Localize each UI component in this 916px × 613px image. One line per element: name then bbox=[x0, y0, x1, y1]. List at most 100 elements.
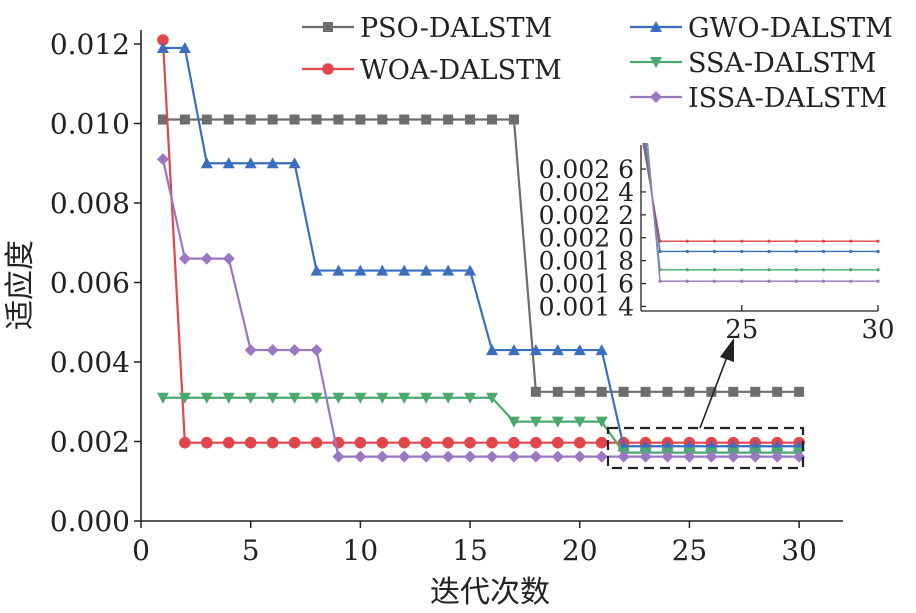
data-point-pso-dalstm bbox=[750, 386, 761, 397]
data-point-issa-dalstm bbox=[617, 450, 630, 463]
inset-data-point bbox=[685, 249, 689, 254]
data-point-gwo-dalstm bbox=[354, 264, 367, 276]
data-point-pso-dalstm bbox=[355, 114, 366, 125]
inset-y-tick-label: 0.002 0 bbox=[539, 224, 634, 253]
data-point-ssa-dalstm bbox=[354, 392, 367, 404]
data-point-gwo-dalstm bbox=[442, 264, 455, 276]
data-point-woa-dalstm bbox=[530, 436, 542, 449]
inset-y-tick-label: 0.001 4 bbox=[539, 292, 634, 321]
data-point-ssa-dalstm bbox=[442, 392, 455, 404]
legend-item: PSO-DALSTM bbox=[302, 13, 552, 44]
legend-swatch-marker bbox=[650, 21, 662, 32]
data-point-pso-dalstm bbox=[618, 386, 629, 397]
data-point-ssa-dalstm bbox=[507, 416, 520, 428]
y-tick-label: 0.002 bbox=[50, 426, 130, 459]
inset-data-point bbox=[767, 268, 771, 272]
legend-label: GWO-DALSTM bbox=[688, 13, 893, 44]
data-point-issa-dalstm bbox=[727, 450, 740, 463]
data-point-issa-dalstm bbox=[749, 450, 762, 463]
data-point-pso-dalstm bbox=[443, 114, 454, 125]
inset-y-tick-label: 0.001 8 bbox=[539, 247, 634, 276]
data-point-gwo-dalstm bbox=[310, 264, 323, 276]
data-point-issa-dalstm bbox=[200, 252, 213, 265]
x-tick-label: 5 bbox=[242, 534, 260, 567]
data-point-gwo-dalstm bbox=[222, 157, 235, 169]
inset-data-point bbox=[849, 268, 853, 272]
data-point-woa-dalstm bbox=[222, 436, 235, 449]
data-point-gwo-dalstm bbox=[332, 264, 345, 276]
inset-y-tick-label: 0.002 2 bbox=[539, 201, 634, 230]
data-point-issa-dalstm bbox=[529, 450, 542, 463]
inset-data-point bbox=[794, 268, 798, 272]
data-point-ssa-dalstm bbox=[529, 416, 542, 428]
legend-swatch-marker bbox=[323, 22, 333, 32]
data-point-pso-dalstm bbox=[179, 114, 190, 125]
data-point-issa-dalstm bbox=[661, 450, 674, 463]
data-point-gwo-dalstm bbox=[486, 344, 498, 356]
legend-item: SSA-DALSTM bbox=[630, 48, 876, 79]
data-point-pso-dalstm bbox=[552, 386, 563, 397]
x-tick-label: 10 bbox=[343, 534, 379, 567]
inset-data-point bbox=[821, 268, 826, 272]
data-point-issa-dalstm bbox=[244, 344, 257, 357]
data-point-pso-dalstm bbox=[399, 114, 410, 125]
data-point-woa-dalstm bbox=[442, 436, 454, 449]
data-point-issa-dalstm bbox=[683, 450, 696, 463]
inset-x-tick-label: 25 bbox=[725, 315, 758, 345]
zoom-region-box bbox=[606, 426, 805, 470]
data-point-woa-dalstm bbox=[266, 436, 279, 449]
inset-data-point bbox=[876, 279, 880, 283]
inset-data-point bbox=[849, 279, 853, 283]
inset-data-point bbox=[740, 239, 744, 243]
data-point-ssa-dalstm bbox=[222, 392, 235, 404]
inset-y-ticks: 0.001 40.001 60.001 80.002 00.002 20.002… bbox=[539, 155, 646, 321]
data-point-woa-dalstm bbox=[508, 436, 520, 449]
x-ticks: 0 5 10 15 20 25 30 bbox=[132, 521, 817, 567]
data-point-ssa-dalstm bbox=[178, 392, 191, 404]
data-point-issa-dalstm bbox=[771, 450, 784, 463]
data-point-woa-dalstm bbox=[552, 436, 564, 449]
data-point-pso-dalstm bbox=[267, 114, 278, 125]
inset-plot: 25 30 0.001 40.001 60.001 80.002 00.002 2… bbox=[539, 142, 895, 345]
data-point-ssa-dalstm bbox=[288, 392, 301, 404]
inset-data-point bbox=[767, 239, 771, 243]
y-axis-label: 适应度 bbox=[3, 240, 38, 330]
inset-data-point bbox=[740, 279, 744, 283]
data-point-pso-dalstm bbox=[596, 386, 607, 397]
data-point-issa-dalstm bbox=[266, 344, 279, 357]
series-pso-dalstm bbox=[157, 114, 805, 397]
inset-data-point bbox=[876, 268, 880, 272]
inset-y-tick-label: 0.002 4 bbox=[539, 178, 634, 207]
inset-y-tick-label: 0.001 6 bbox=[539, 270, 634, 299]
data-point-gwo-dalstm bbox=[398, 264, 411, 276]
data-point-issa-dalstm bbox=[464, 450, 477, 463]
legend-label: ISSA-DALSTM bbox=[688, 83, 887, 114]
data-point-issa-dalstm bbox=[595, 450, 608, 463]
data-point-woa-dalstm bbox=[179, 436, 191, 449]
data-point-ssa-dalstm bbox=[551, 416, 564, 428]
data-point-issa-dalstm bbox=[442, 450, 455, 463]
inset-data-point bbox=[658, 249, 662, 254]
data-point-issa-dalstm bbox=[507, 450, 520, 463]
data-point-pso-dalstm bbox=[728, 386, 739, 397]
inset-series-line bbox=[643, 142, 878, 253]
data-point-gwo-dalstm bbox=[573, 344, 586, 356]
data-point-pso-dalstm bbox=[794, 386, 805, 397]
inset-data-point bbox=[876, 249, 880, 254]
data-point-woa-dalstm bbox=[157, 34, 169, 46]
data-point-gwo-dalstm bbox=[244, 157, 257, 169]
data-point-issa-dalstm bbox=[551, 450, 564, 463]
data-point-woa-dalstm bbox=[398, 436, 411, 449]
data-point-woa-dalstm bbox=[310, 436, 323, 449]
inset-data-point bbox=[794, 279, 798, 283]
inset-data-point bbox=[740, 268, 744, 272]
data-point-gwo-dalstm bbox=[551, 344, 564, 356]
data-point-gwo-dalstm bbox=[288, 157, 301, 169]
data-point-ssa-dalstm bbox=[156, 392, 169, 404]
series-ssa-dalstm bbox=[156, 392, 806, 459]
inset-data-point bbox=[794, 239, 798, 243]
data-point-ssa-dalstm bbox=[266, 392, 279, 404]
inset-data-point bbox=[876, 239, 880, 243]
data-point-woa-dalstm bbox=[464, 436, 476, 449]
legend-item: GWO-DALSTM bbox=[630, 13, 893, 44]
